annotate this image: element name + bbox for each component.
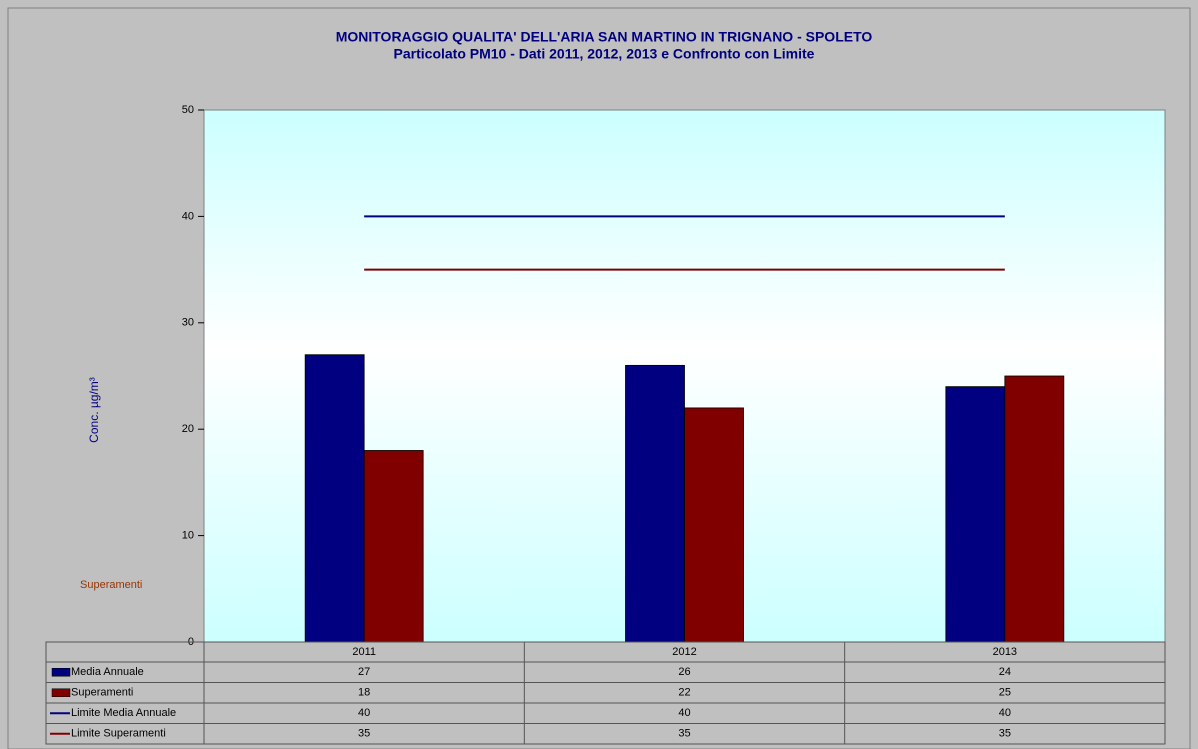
x-tick-label: 2011	[352, 646, 376, 658]
table-value: 35	[999, 728, 1011, 740]
y-tick-label: 30	[182, 317, 194, 329]
bar	[945, 386, 1006, 643]
x-tick-label: 2013	[993, 646, 1017, 658]
legend-label: Media Annuale	[71, 666, 144, 678]
y-tick-label: 40	[182, 210, 194, 222]
y-tick-label: 20	[182, 423, 194, 435]
chart-border	[7, 7, 1191, 749]
y-tick-label: 10	[182, 530, 194, 542]
y-tick-label: 50	[182, 104, 194, 116]
table-value: 35	[678, 728, 690, 740]
table-value: 25	[999, 687, 1011, 699]
legend-label: Superamenti	[71, 687, 133, 699]
y-axis-label: Conc. µg/m³	[87, 377, 101, 443]
bar	[1004, 375, 1065, 643]
bar	[304, 354, 365, 643]
legend-key	[51, 668, 71, 677]
table-value: 26	[678, 666, 690, 678]
annotation: Superamenti	[80, 579, 142, 591]
bar	[625, 364, 685, 643]
x-tick-label: 2012	[672, 646, 696, 658]
legend-label: Limite Superamenti	[71, 728, 166, 740]
chart-title: MONITORAGGIO QUALITA' DELL'ARIA SAN MART…	[336, 29, 873, 45]
table-value: 40	[358, 707, 370, 719]
table-value: 22	[678, 687, 690, 699]
chart-subtitle: Particolato PM10 - Dati 2011, 2012, 2013…	[394, 46, 815, 62]
legend-label: Limite Media Annuale	[71, 707, 176, 719]
legend-key	[51, 688, 71, 697]
table-value: 24	[999, 666, 1011, 678]
table-value: 35	[358, 728, 370, 740]
table-value: 40	[678, 707, 690, 719]
table-value: 18	[358, 687, 370, 699]
table-value: 40	[999, 707, 1011, 719]
bar	[684, 407, 744, 643]
table-value: 27	[358, 666, 370, 678]
bar	[363, 450, 424, 643]
